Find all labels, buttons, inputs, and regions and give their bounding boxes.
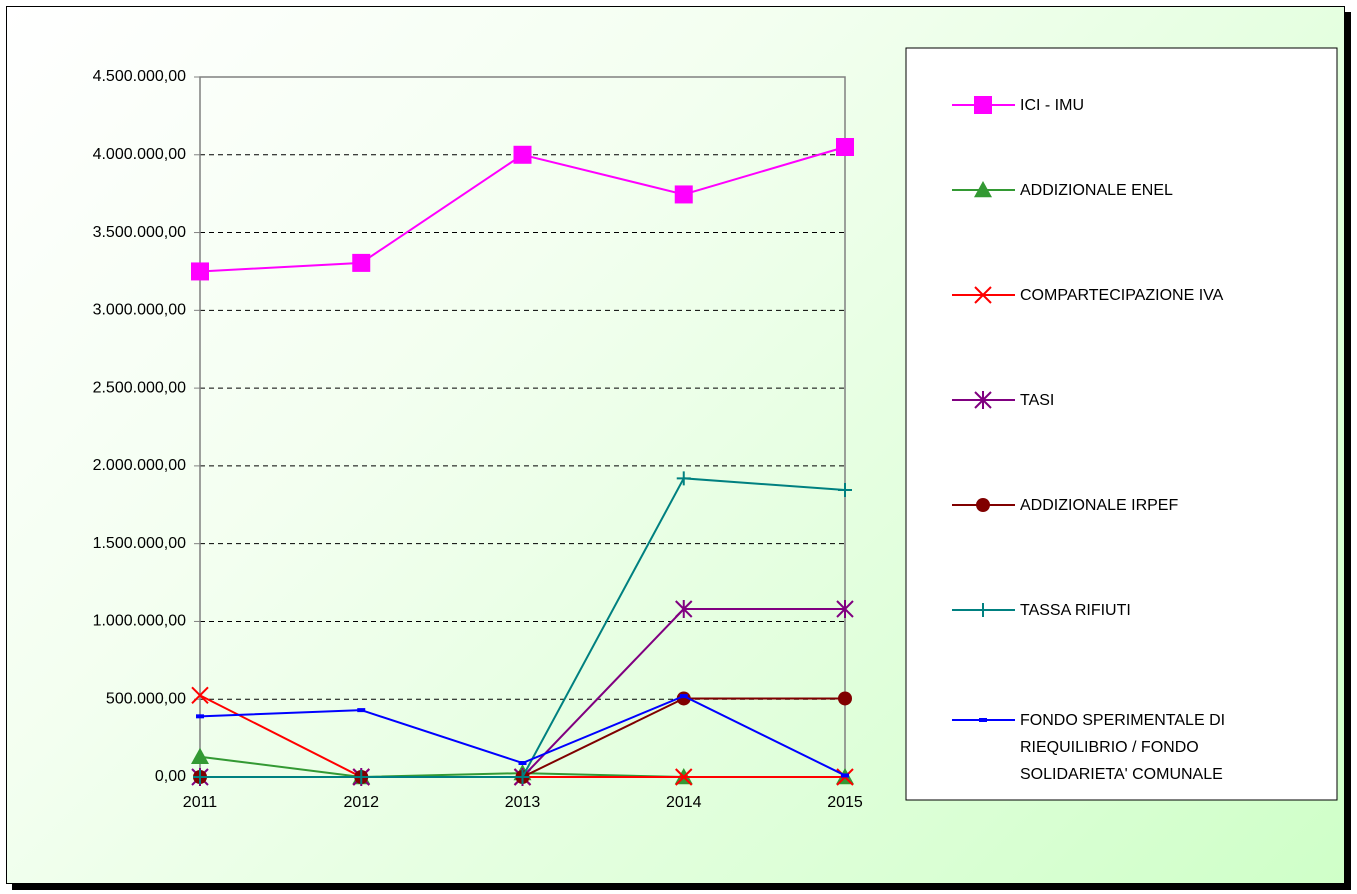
data-point <box>191 262 209 281</box>
marker-shape <box>976 498 990 512</box>
marker-shape <box>676 471 691 486</box>
data-point <box>513 145 532 164</box>
marker-shape <box>191 686 209 705</box>
marker-shape <box>518 761 527 765</box>
marker-shape <box>515 770 530 784</box>
data-point <box>841 773 849 778</box>
x-tick-label: 2012 <box>343 794 379 811</box>
y-tick-label: 1.000.000,00 <box>93 613 187 630</box>
marker-shape <box>974 391 992 409</box>
data-point <box>352 253 371 272</box>
data-point <box>836 600 854 618</box>
marker-shape <box>674 185 693 204</box>
marker-shape <box>354 770 369 784</box>
y-tick-label: 3.000.000,00 <box>93 302 187 319</box>
series-line <box>200 477 846 778</box>
data-point <box>191 747 209 764</box>
y-tick-label: 4.000.000,00 <box>93 146 187 163</box>
data-point <box>518 761 527 765</box>
marker-shape <box>974 96 992 114</box>
legend-box <box>905 47 1338 801</box>
legend-label: COMPARTECIPAZIONE IVA <box>1020 287 1224 304</box>
legend-label: TASSA RIFIUTI <box>1020 602 1131 619</box>
x-tick-label: 2014 <box>666 794 702 811</box>
legend-label: ADDIZIONALE IRPEF <box>1020 497 1179 514</box>
legend-label: TASI <box>1020 392 1055 409</box>
marker-shape <box>979 718 987 722</box>
data-point <box>838 483 852 497</box>
data-point <box>515 770 530 784</box>
series-line <box>200 608 845 778</box>
legend-marker <box>974 181 992 198</box>
marker-shape <box>974 181 992 198</box>
data-point <box>838 691 852 706</box>
y-tick-label: 2.500.000,00 <box>93 379 187 396</box>
data-point <box>675 768 693 786</box>
data-point <box>193 770 207 784</box>
marker-shape <box>838 483 852 497</box>
marker-shape <box>357 708 366 713</box>
marker-shape <box>836 600 854 618</box>
data-point <box>675 600 693 618</box>
y-tick-label: 3.500.000,00 <box>93 224 187 241</box>
legend-marker <box>974 391 992 409</box>
data-point <box>354 770 369 784</box>
y-tick-label: 2.000.000,00 <box>93 457 187 474</box>
plot-border <box>199 76 846 777</box>
legend-label: ICI - IMU <box>1020 97 1084 114</box>
marker-shape <box>196 714 204 719</box>
marker-shape <box>976 603 990 617</box>
legend-marker <box>974 96 992 114</box>
data-point <box>679 694 688 699</box>
marker-shape <box>838 691 852 706</box>
x-tick-label: 2015 <box>827 794 863 811</box>
data-point <box>836 138 854 156</box>
marker-shape <box>841 773 849 778</box>
y-tick-label: 500.000,00 <box>106 690 186 707</box>
data-point <box>196 714 204 719</box>
marker-shape <box>836 138 854 156</box>
legend-marker <box>976 603 990 617</box>
marker-shape <box>974 286 992 304</box>
marker-shape <box>352 253 371 272</box>
x-tick-label: 2011 <box>183 794 218 811</box>
marker-shape <box>675 600 693 618</box>
legend-marker <box>974 286 992 304</box>
marker-shape <box>193 770 207 784</box>
y-tick-label: 0,00 <box>155 768 186 785</box>
marker-shape <box>679 694 688 699</box>
data-point <box>357 708 366 713</box>
y-tick-label: 1.500.000,00 <box>93 535 187 552</box>
marker-shape <box>191 262 209 281</box>
data-point <box>674 185 693 204</box>
data-point <box>676 471 691 486</box>
marker-shape <box>191 747 209 764</box>
marker-shape <box>513 145 532 164</box>
legend-marker <box>979 718 987 722</box>
series-line <box>199 146 846 273</box>
marker-shape <box>675 768 693 786</box>
legend-marker <box>976 498 990 512</box>
y-tick-label: 4.500.000,00 <box>93 68 187 85</box>
legend-label: FONDO SPERIMENTALE DI RIEQUILIBRIO / FON… <box>1020 712 1226 783</box>
legend-label: ADDIZIONALE ENEL <box>1020 182 1173 199</box>
x-tick-label: 2013 <box>505 794 541 811</box>
data-point <box>191 686 209 705</box>
